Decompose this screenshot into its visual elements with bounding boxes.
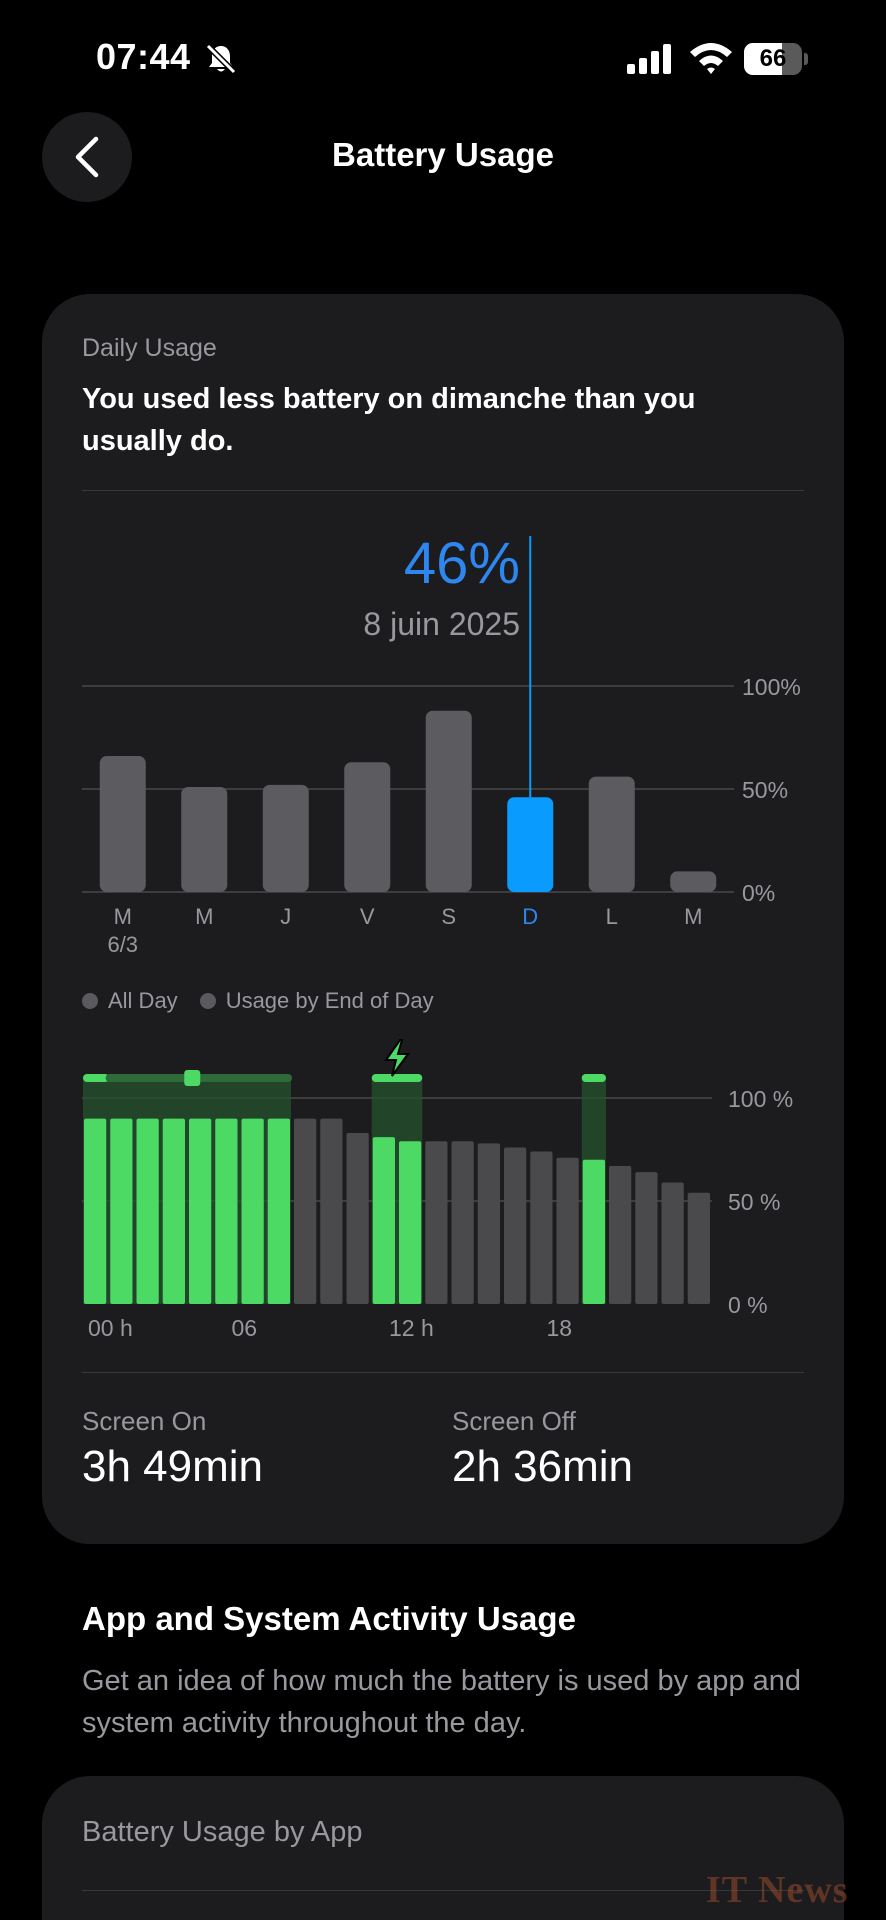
divider <box>82 1372 804 1373</box>
screen-off-label: Screen Off <box>452 1406 576 1436</box>
y-tick-label: 100% <box>742 674 801 700</box>
legend-label: Usage by End of Day <box>225 988 434 1013</box>
hourly-bar <box>687 1192 710 1304</box>
x-tick-label: 00 h <box>88 1315 133 1341</box>
battery-indicator: 66 <box>744 43 808 75</box>
wifi-icon <box>690 43 732 74</box>
screen-on-label: Screen On <box>82 1406 207 1436</box>
legend-label: All Day <box>108 988 178 1013</box>
hourly-bar <box>530 1151 553 1304</box>
y-tick-label: 50% <box>742 777 788 803</box>
activity-section-title: App and System Activity Usage <box>82 1600 576 1637</box>
status-time: 07:44 <box>96 36 191 77</box>
legend-end-of-day[interactable]: Usage by End of Day <box>199 988 434 1014</box>
x-tick-sublabel: 6/3 <box>107 932 138 957</box>
hourly-bar <box>294 1118 317 1304</box>
watermark-logo: IT News <box>706 1869 849 1911</box>
back-button[interactable] <box>42 112 132 202</box>
hourly-bar <box>504 1147 527 1304</box>
hourly-bar <box>451 1141 474 1304</box>
hourly-bar <box>162 1118 185 1304</box>
hourly-bar <box>477 1143 500 1304</box>
activity-section-description: Get an idea of how much the battery is u… <box>82 1665 802 1739</box>
hourly-bar <box>609 1165 632 1304</box>
x-tick-label: M <box>114 904 132 929</box>
hourly-bar <box>189 1118 212 1304</box>
daily-bar <box>588 776 635 892</box>
screen-on-value: 3h 49min <box>82 1442 264 1491</box>
lightning-icon <box>384 1039 410 1077</box>
chevron-left-icon <box>75 136 99 178</box>
daily-bar <box>344 762 391 892</box>
x-tick-label: 06 <box>232 1315 258 1341</box>
daily-bar <box>99 756 146 892</box>
charge-full-cap <box>83 1074 110 1082</box>
hourly-bar <box>399 1141 422 1304</box>
bell-slash-icon <box>205 43 237 75</box>
hourly-bar <box>110 1118 133 1304</box>
chart-legend: All Day Usage by End of Day <box>82 988 456 1014</box>
hourly-bar <box>136 1118 159 1304</box>
battery-level: 66 <box>759 45 787 72</box>
charge-full-cap <box>371 1074 423 1082</box>
hourly-bar <box>582 1159 605 1304</box>
x-tick-label: M <box>195 904 213 929</box>
x-tick-label: L <box>606 904 618 929</box>
x-tick-label: V <box>360 904 375 929</box>
y-tick-label: 100 % <box>728 1086 793 1112</box>
daily-usage-chart[interactable]: 100% 50% 0% M 6/3 M J V S D L M <box>0 0 886 980</box>
y-tick-label: 0% <box>742 880 775 906</box>
hourly-bar <box>215 1118 238 1304</box>
x-tick-label: 18 <box>547 1315 573 1341</box>
hourly-bar <box>661 1182 684 1304</box>
selected-day-date: 8 juin 2025 <box>363 606 520 642</box>
x-tick-label: M <box>684 904 702 929</box>
daily-usage-card <box>42 294 844 1544</box>
charge-full-cap <box>581 1074 606 1082</box>
legend-all-day[interactable]: All Day <box>82 988 178 1014</box>
hourly-bar <box>372 1137 395 1304</box>
cellular-signal-icon <box>627 44 671 74</box>
hourly-bar <box>267 1118 290 1304</box>
x-tick-label: S <box>441 904 456 929</box>
hourly-bar <box>320 1118 343 1304</box>
hourly-bar <box>635 1172 658 1304</box>
hourly-bar <box>346 1133 369 1304</box>
battery-usage-by-app-card[interactable] <box>42 1776 844 1920</box>
divider <box>82 490 804 491</box>
page-title: Battery Usage <box>332 136 554 173</box>
daily-bar <box>262 784 309 892</box>
daily-usage-headline: You used less battery on dimanche than y… <box>82 383 696 457</box>
hourly-bar <box>556 1157 579 1304</box>
legend-dot <box>82 993 98 1009</box>
daily-bar <box>181 786 228 892</box>
x-tick-label: J <box>280 904 291 929</box>
hourly-bar <box>84 1118 107 1304</box>
hourly-battery-chart[interactable]: 100 % 50 % 0 % 00 h 06 12 h 18 <box>0 0 886 1360</box>
selected-day-percent: 46% <box>403 531 520 596</box>
legend-dot <box>199 993 216 1009</box>
divider <box>82 1890 804 1891</box>
x-tick-label: 12 h <box>389 1315 434 1341</box>
daily-bar <box>425 710 472 892</box>
daily-bar <box>507 797 554 892</box>
hourly-bar <box>425 1141 448 1304</box>
hourly-bar <box>241 1118 264 1304</box>
daily-bar <box>670 871 717 892</box>
screen-off-value: 2h 36min <box>452 1442 634 1491</box>
x-tick-label: D <box>522 904 538 929</box>
battery-usage-by-app-label: Battery Usage by App <box>82 1816 363 1848</box>
y-tick-label: 0 % <box>728 1292 768 1318</box>
y-tick-label: 50 % <box>728 1189 780 1215</box>
daily-usage-label: Daily Usage <box>82 334 217 362</box>
optimized-charging-marker <box>184 1070 201 1086</box>
